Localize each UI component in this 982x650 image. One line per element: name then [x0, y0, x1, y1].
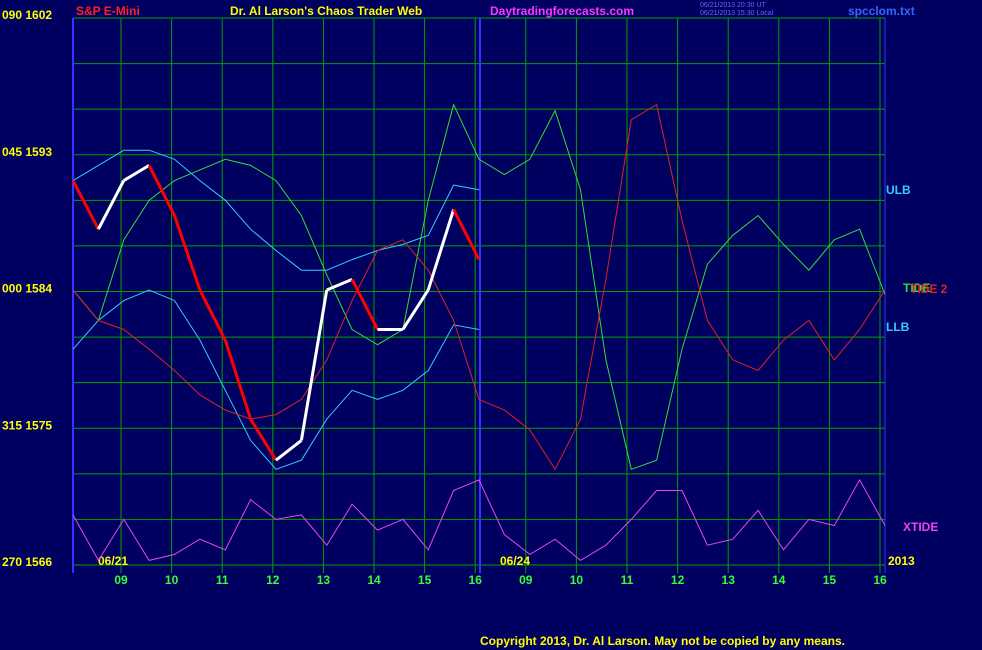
price-segment [401, 289, 430, 331]
price-segment [299, 289, 329, 441]
chart-subtitle: Dr. Al Larson's Chaos Trader Web [230, 4, 422, 18]
series-label: TIDE 2 [910, 282, 948, 296]
timestamp: 06/21/2013 20:30 UT [700, 2, 766, 9]
date-label: 06/24 [500, 554, 530, 568]
x-tick-label: 13 [722, 573, 736, 587]
price-segment [173, 215, 202, 291]
file-name: spcclom.txt [848, 4, 915, 18]
date-label: 06/21 [98, 554, 128, 568]
series-line [72, 149, 480, 271]
y-tick-label: 000 1584 [2, 282, 52, 296]
x-tick-label: 16 [469, 573, 483, 587]
date-label: 2013 [888, 554, 915, 568]
x-tick-label: 11 [216, 573, 229, 587]
series-line [72, 289, 480, 470]
price-segment [198, 289, 227, 341]
y-tick-label: 090 1602 [2, 8, 52, 22]
x-tick-label: 12 [671, 573, 685, 587]
x-tick-label: 14 [367, 573, 381, 587]
x-tick-label: 09 [114, 573, 128, 587]
series-line [72, 478, 886, 562]
y-tick-label: 270 1566 [2, 555, 52, 569]
chart-title: S&P E-Mini [76, 4, 140, 18]
x-tick-label: 15 [418, 573, 432, 587]
x-tick-label: 16 [873, 573, 887, 587]
x-tick-label: 11 [621, 573, 634, 587]
price-segment [122, 164, 150, 182]
x-tick-label: 10 [165, 573, 179, 587]
price-segment [350, 278, 379, 331]
x-tick-label: 12 [266, 573, 280, 587]
price-segment [97, 179, 126, 230]
series-label: XTIDE [903, 520, 938, 534]
price-segment [426, 208, 456, 291]
series-label: LLB [886, 320, 910, 334]
x-tick-label: 09 [519, 573, 533, 587]
price-segment [275, 439, 303, 462]
x-tick-label: 13 [317, 573, 331, 587]
price-segment [223, 339, 253, 420]
site-name: Daytradingforecasts.com [490, 4, 634, 18]
price-segment [147, 164, 176, 217]
x-tick-label: 15 [823, 573, 837, 587]
series-label: TIDE [903, 281, 930, 295]
price-segment [326, 277, 353, 292]
x-tick-label: 10 [570, 573, 584, 587]
series-line [72, 103, 886, 471]
timestamp: 06/21/2013 15:30 Local [700, 10, 774, 17]
y-tick-label: 315 1575 [2, 418, 52, 432]
copyright: Copyright 2013, Dr. Al Larson. May not b… [480, 634, 845, 648]
series-label: ULB [886, 183, 911, 197]
price-segment [71, 179, 100, 230]
price-segment [249, 418, 278, 461]
price-segment [452, 208, 481, 261]
x-tick-label: 14 [772, 573, 786, 587]
y-tick-label: 045 1593 [2, 145, 52, 159]
series-line [72, 103, 886, 470]
